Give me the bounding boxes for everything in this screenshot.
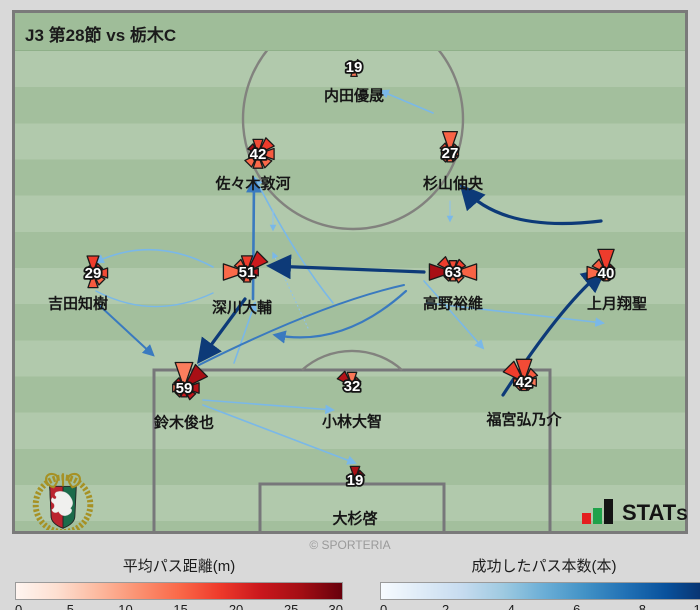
svg-text:40: 40 — [598, 265, 615, 282]
svg-text:63: 63 — [445, 264, 462, 281]
svg-text:19: 19 — [346, 59, 363, 76]
svg-text:42: 42 — [250, 146, 267, 163]
svg-text:19: 19 — [347, 472, 364, 489]
svg-text:29: 29 — [85, 265, 102, 282]
svg-text:27: 27 — [442, 145, 459, 162]
svg-text:51: 51 — [239, 264, 256, 281]
svg-text:STATS: STATS — [622, 500, 688, 525]
svg-text:42: 42 — [516, 374, 533, 391]
svg-text:59: 59 — [176, 380, 193, 397]
svg-text:32: 32 — [344, 378, 361, 395]
